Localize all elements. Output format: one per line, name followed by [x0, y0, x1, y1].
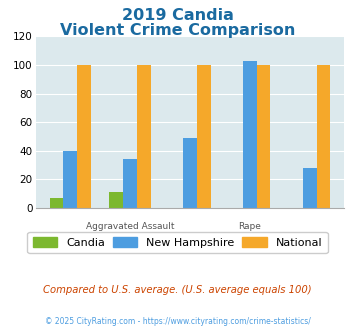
Bar: [109, 192, 123, 208]
Text: Aggravated Assault: Aggravated Assault: [86, 222, 174, 231]
Text: Murder & Mans...: Murder & Mans...: [151, 236, 229, 245]
Text: Rape: Rape: [238, 222, 261, 231]
Legend: Candia, New Hampshire, National: Candia, New Hampshire, National: [27, 232, 328, 253]
Bar: [317, 65, 330, 208]
Bar: [243, 61, 257, 208]
Text: Robbery: Robbery: [291, 236, 328, 245]
Text: All Violent Crime: All Violent Crime: [32, 236, 108, 245]
Bar: [50, 198, 63, 208]
Bar: [197, 65, 211, 208]
Bar: [137, 65, 151, 208]
Text: Compared to U.S. average. (U.S. average equals 100): Compared to U.S. average. (U.S. average …: [43, 285, 312, 295]
Bar: [303, 168, 317, 208]
Bar: [257, 65, 271, 208]
Bar: [183, 138, 197, 208]
Bar: [123, 159, 137, 208]
Text: Violent Crime Comparison: Violent Crime Comparison: [60, 23, 295, 38]
Bar: [63, 151, 77, 208]
Text: 2019 Candia: 2019 Candia: [121, 8, 234, 23]
Bar: [77, 65, 91, 208]
Text: © 2025 CityRating.com - https://www.cityrating.com/crime-statistics/: © 2025 CityRating.com - https://www.city…: [45, 317, 310, 326]
